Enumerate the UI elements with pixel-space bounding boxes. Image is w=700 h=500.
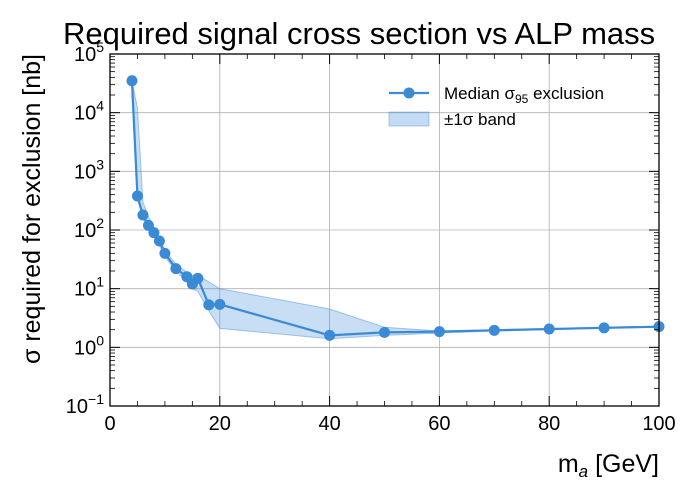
- legend-band-label: ±1σ band: [444, 110, 516, 129]
- y-tick-label: 103: [74, 156, 104, 183]
- y-axis-label: σ required for exclusion [nb]: [18, 54, 46, 364]
- y-tick-label: 10−1: [66, 391, 104, 418]
- y-tick-label: 100: [74, 332, 104, 359]
- legend: Median σ95 exclusion ±1σ band: [388, 84, 604, 129]
- data-point: [192, 272, 204, 284]
- data-point: [153, 235, 165, 247]
- x-tick-label: 20: [209, 413, 231, 435]
- legend-marker-swatch: [403, 87, 415, 99]
- data-point: [148, 227, 160, 239]
- data-point: [598, 322, 610, 334]
- tick-labels: 0 20 40 60 80 100 10−1 100 101 102 103 104 105: [66, 39, 676, 435]
- x-tick-label: 100: [642, 413, 675, 435]
- x-axis-label: ma [GeV]: [558, 450, 659, 481]
- data-point: [126, 75, 138, 87]
- legend-band-swatch: [388, 111, 430, 127]
- data-point: [379, 326, 390, 338]
- legend-series-label: Median σ95 exclusion: [444, 84, 604, 106]
- x-tick-label: 40: [318, 413, 340, 435]
- chart-title: Required signal cross section vs ALP mas…: [63, 16, 655, 51]
- y-tick-label: 102: [74, 215, 104, 242]
- grid: [109, 53, 660, 407]
- data-point: [214, 298, 226, 310]
- x-tick-label: 80: [538, 413, 560, 435]
- data-point: [137, 209, 149, 221]
- data-point: [159, 247, 171, 259]
- data-point: [543, 323, 555, 335]
- data-point: [488, 324, 500, 336]
- y-tick-label: 104: [74, 98, 104, 125]
- x-tick-label: 60: [428, 413, 450, 435]
- x-tick-label: 0: [104, 413, 115, 435]
- data-point: [324, 329, 336, 341]
- y-tick-label: 105: [74, 39, 104, 66]
- data-point: [203, 299, 215, 311]
- plot-frame: [109, 53, 660, 407]
- y-tick-label: 101: [74, 274, 104, 301]
- data-point: [433, 326, 445, 338]
- data-point: [131, 190, 143, 202]
- data-point: [170, 263, 182, 275]
